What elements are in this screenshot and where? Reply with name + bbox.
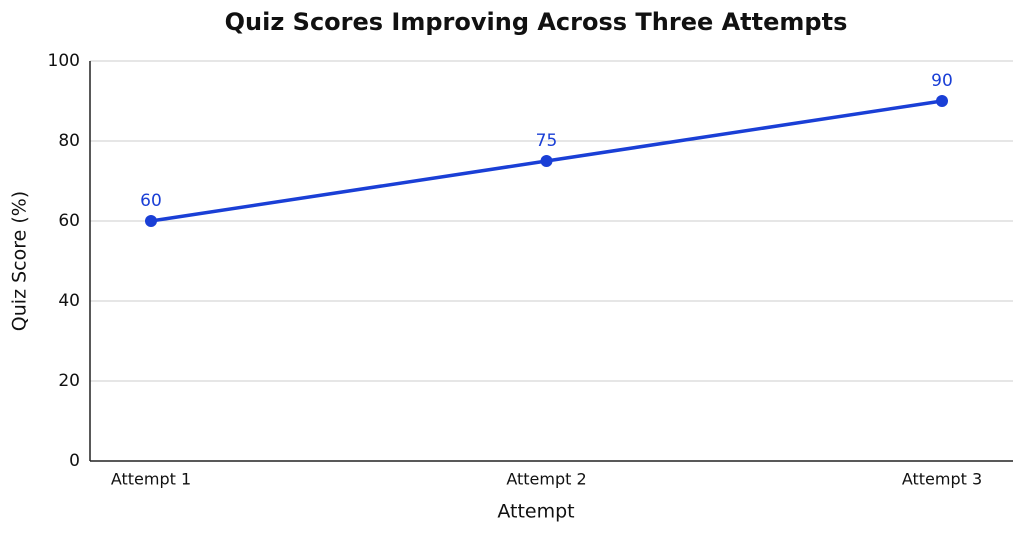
y-axis-label: Quiz Score (%) <box>9 191 31 331</box>
x-tick-label: Attempt 1 <box>111 470 191 489</box>
x-tick-label: Attempt 3 <box>902 470 982 489</box>
y-tick-label: 80 <box>58 131 80 151</box>
data-label: 90 <box>931 71 953 91</box>
y-tick-label: 40 <box>58 291 80 311</box>
data-point <box>540 155 553 167</box>
y-tick-label: 60 <box>58 211 80 231</box>
y-tick-label: 0 <box>69 451 80 471</box>
data-label: 60 <box>140 191 162 211</box>
chart-title: Quiz Scores Improving Across Three Attem… <box>225 8 848 36</box>
y-tick-label: 100 <box>48 51 80 71</box>
x-tick-label: Attempt 2 <box>506 470 586 489</box>
x-axis-label: Attempt <box>497 501 574 523</box>
data-point <box>936 95 948 107</box>
data-point <box>145 215 157 227</box>
data-label: 75 <box>536 131 558 151</box>
y-tick-label: 20 <box>58 371 80 391</box>
